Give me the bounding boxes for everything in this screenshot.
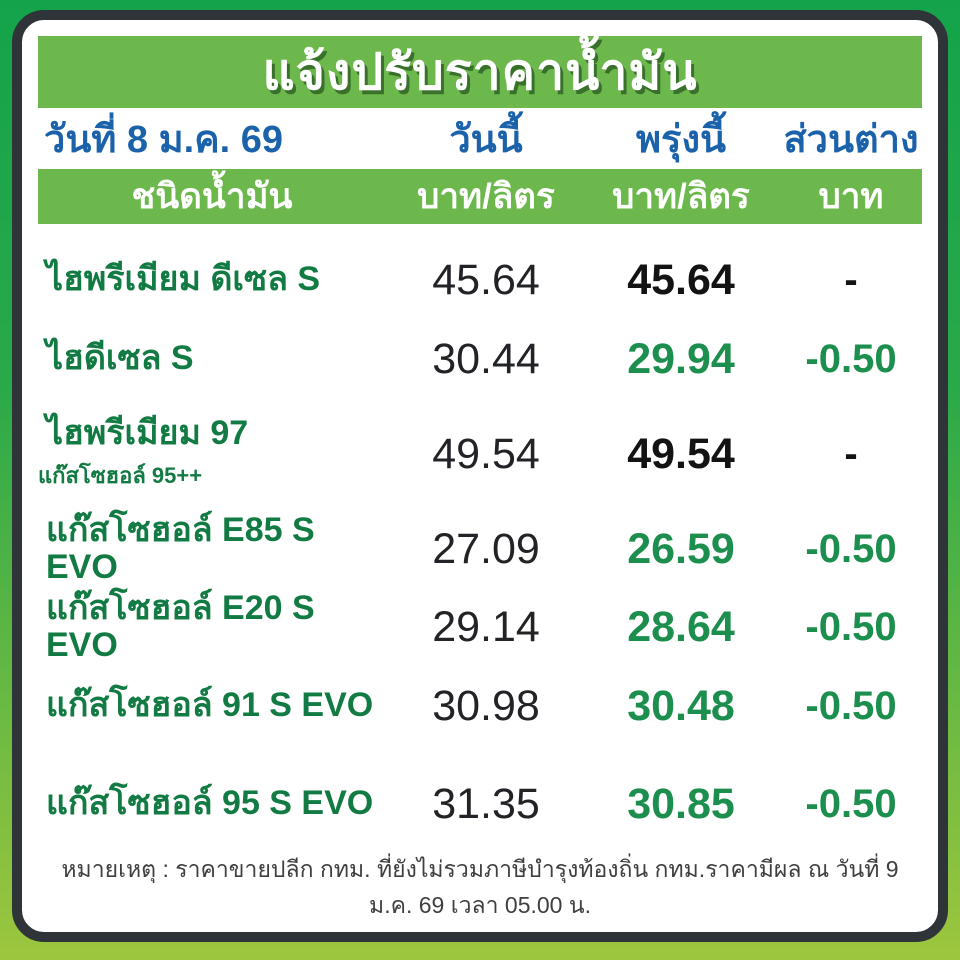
table-row: แก๊สโซฮอล์ 95 S EVO 31.35 30.85 -0.50 [38,756,922,852]
unit-header-row: ชนิดน้ำมัน บาท/ลิตร บาท/ลิตร บาท [38,169,922,224]
table-row: แก๊สโซฮอล์ E20 S EVO 29.14 28.64 -0.50 [38,588,922,666]
fuel-name: ไฮพรีเมียม ดีเซล S [46,260,321,299]
unit-difference: บาท [818,177,884,216]
price-card: แจ้งปรับราคาน้ำมัน วันที่ 8 ม.ค. 69 วันน… [12,10,948,942]
price-today: 45.64 [432,255,540,304]
price-tomorrow: 30.48 [627,681,735,730]
table-row: ไฮดีเซล S 30.44 29.94 -0.50 [38,320,922,398]
price-difference: -0.50 [805,604,897,649]
column-header-tomorrow: พรุ่งนี้ [636,119,726,161]
fuel-name: แก๊สโซฮอล์ E85 S EVO [46,510,315,586]
date-header-row: วันที่ 8 ม.ค. 69 วันนี้ พรุ่งนี้ ส่วนต่า… [38,108,922,169]
footnote: หมายเหตุ : ราคาขายปลีก กทม. ที่ยังไม่รวม… [61,856,899,918]
fuel-name: ไฮดีเซล S [46,339,194,378]
price-today: 27.09 [432,524,540,573]
price-today: 30.98 [432,681,540,730]
title-banner: แจ้งปรับราคาน้ำมัน [38,36,922,108]
price-difference: -0.50 [805,683,897,728]
column-header-today: วันนี้ [449,119,523,161]
unit-tomorrow: บาท/ลิตร [612,177,750,216]
date-label: วันที่ 8 ม.ค. 69 [44,119,284,161]
price-difference: -0.50 [805,336,897,381]
price-table: ไฮพรีเมียม ดีเซล S 45.64 45.64 - ไฮดีเซล… [22,224,938,852]
price-tomorrow: 29.94 [627,334,735,383]
unit-today: บาท/ลิตร [417,177,555,216]
table-row: แก๊สโซฮอล์ 91 S EVO 30.98 30.48 -0.50 [38,666,922,746]
fuel-type-header: ชนิดน้ำมัน [131,177,293,216]
price-difference: - [844,431,858,476]
price-tomorrow: 45.64 [627,255,735,304]
price-difference: -0.50 [805,781,897,826]
fuel-subname: แก๊สโซฮอล์ 95++ [38,463,203,489]
fuel-name: แก๊สโซฮอล์ E20 S EVO [46,588,315,664]
price-today: 30.44 [432,334,540,383]
price-today: 49.54 [432,429,540,478]
column-header-difference: ส่วนต่าง [783,119,919,161]
fuel-name: แก๊สโซฮอล์ 95 S EVO [46,784,374,823]
price-difference: -0.50 [805,526,897,571]
fuel-name: แก๊สโซฮอล์ 91 S EVO [46,686,374,725]
price-today: 31.35 [432,779,540,828]
price-tomorrow: 30.85 [627,779,735,828]
price-difference: - [844,257,858,302]
fuel-name: ไฮพรีเมียม 97 [46,413,249,452]
table-row: แก๊สโซฮอล์ E85 S EVO 27.09 26.59 -0.50 [38,510,922,588]
table-row: ไฮพรีเมียม 97 แก๊สโซฮอล์ 95++ 49.54 49.5… [38,398,922,510]
price-tomorrow: 28.64 [627,602,735,651]
price-tomorrow: 49.54 [627,429,735,478]
price-today: 29.14 [432,602,540,651]
price-tomorrow: 26.59 [627,524,735,573]
page-title: แจ้งปรับราคาน้ำมัน [262,43,698,100]
table-row: ไฮพรีเมียม ดีเซล S 45.64 45.64 - [38,240,922,320]
